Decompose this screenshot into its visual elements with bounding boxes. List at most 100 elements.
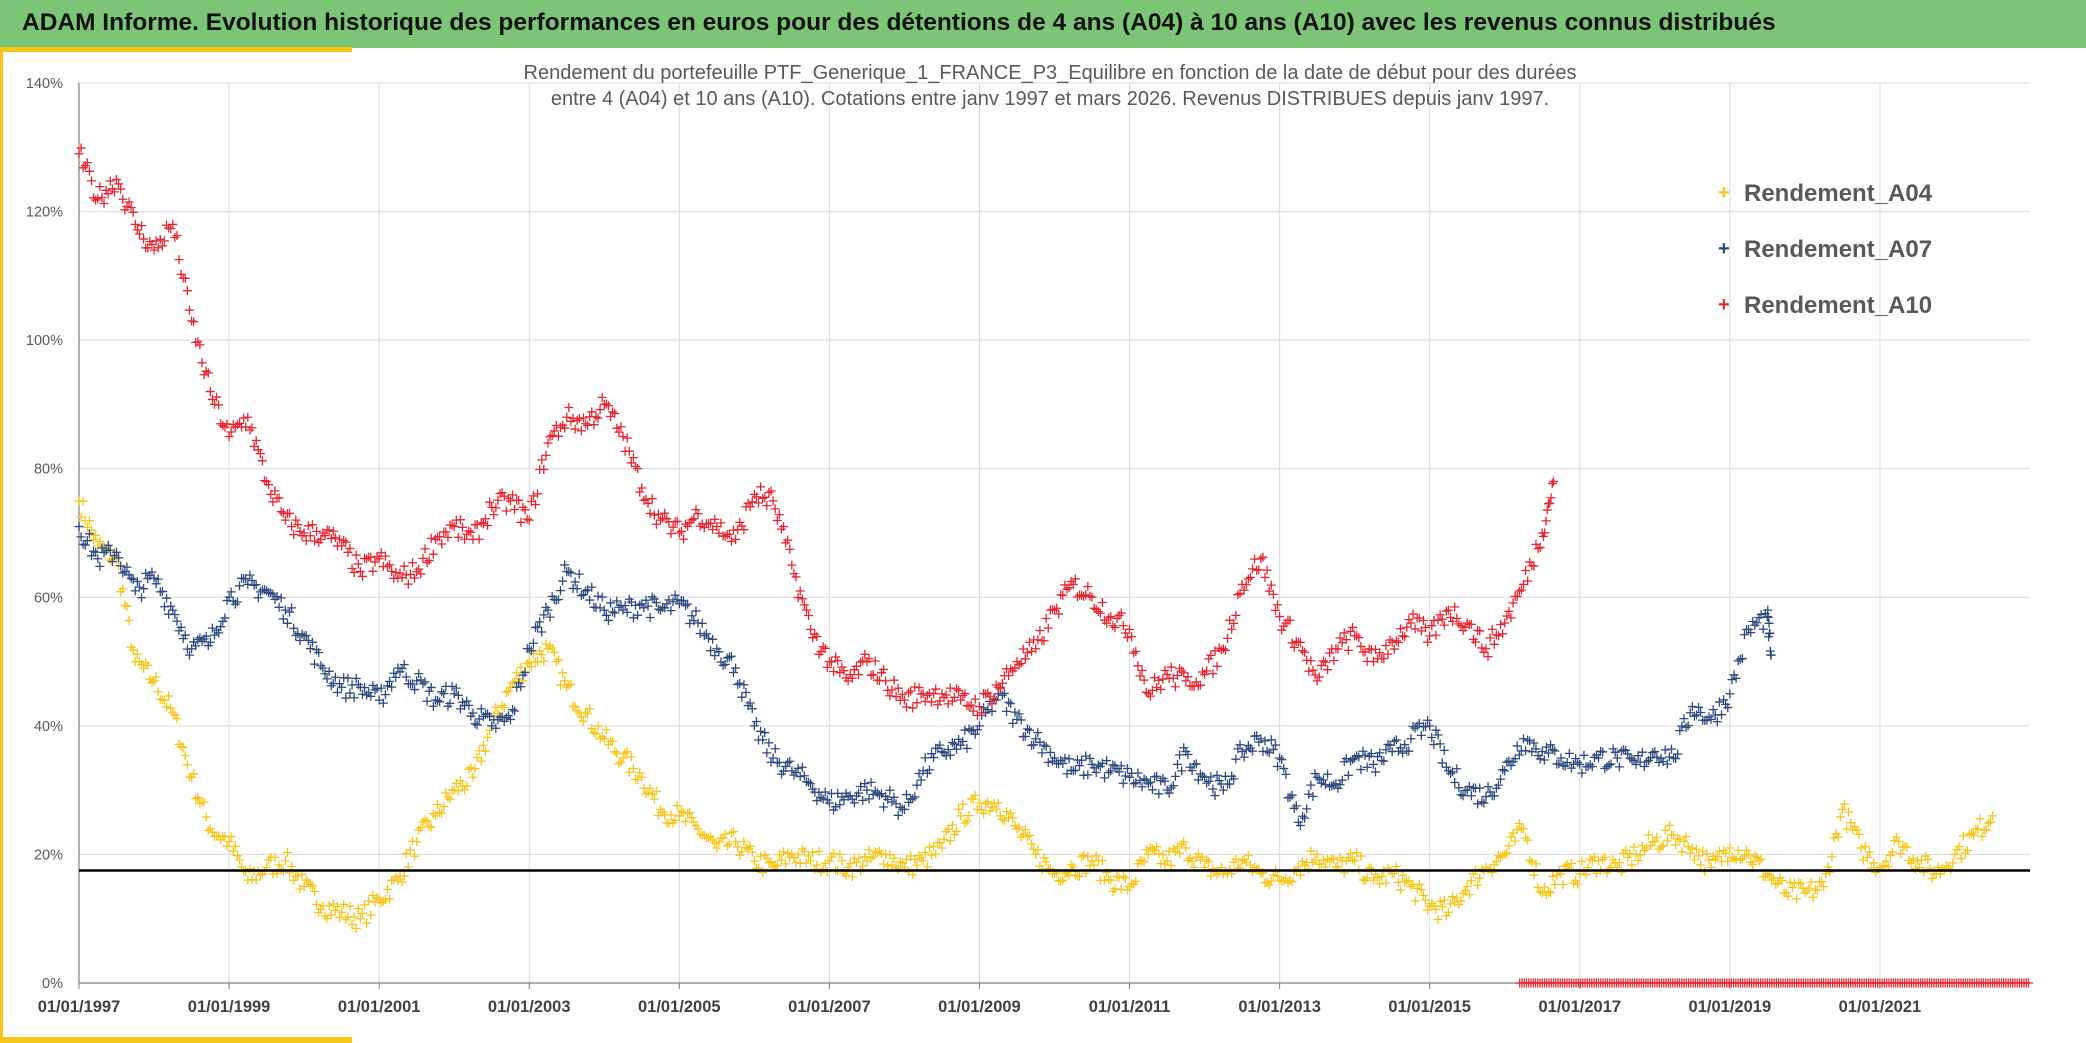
data-point-interp [91,195,101,205]
data-point [393,875,403,885]
data-point-interp [645,613,655,623]
data-point-interp [1006,699,1016,709]
data-point-interp [1091,767,1101,777]
data-point-interp [126,202,136,212]
data-point-interp [870,786,880,796]
data-point-interp [797,594,807,604]
data-point-interp [1733,656,1743,666]
data-point-interp [1489,639,1499,649]
data-point-interp [872,788,882,798]
data-point-interp [1558,880,1568,890]
data-point-interp [1308,791,1318,801]
data-point-interp [691,505,701,515]
data-point [1687,843,1697,853]
data-point-interp [1375,748,1385,758]
data-point-interp [441,788,451,798]
data-point-interp [1070,574,1080,584]
data-point-interp [195,340,205,350]
data-point-interp [1446,768,1456,778]
data-point-interp [1879,861,1889,871]
data-point-interp [908,794,918,804]
data-point-interp [645,508,655,518]
data-point-interp [572,584,582,594]
data-point-interp [189,317,199,327]
data-point-interp [1110,622,1120,632]
data-point-interp [1137,665,1147,675]
data-point-interp [360,683,370,693]
data-point-interp [1024,725,1034,735]
data-point-interp [391,672,401,682]
data-point-interp [920,848,930,858]
data-point-interp [1239,585,1249,595]
data-point-interp [170,232,180,242]
data-point-interp [1767,875,1777,885]
data-point-interp [1062,584,1072,594]
data-point-interp [949,692,959,702]
data-point-interp [1623,749,1633,759]
data-point [1125,624,1135,634]
data-point-interp [608,607,618,617]
data-point-interp [710,838,720,848]
data-point [1500,618,1510,628]
data-point-interp [1360,750,1370,760]
data-point-interp [1139,774,1149,784]
data-point [262,586,272,596]
data-point-interp [756,851,766,861]
data-point-interp [247,423,257,433]
data-point-interp [191,794,201,804]
data-point-interp [1135,671,1145,681]
data-point-interp [795,772,805,782]
data-point [130,219,140,229]
data-point-interp [545,432,555,442]
data-point-interp [303,635,313,645]
data-point [1912,856,1922,866]
data-point-interp [683,521,693,531]
data-point-interp [153,687,163,697]
data-point-interp [366,910,376,920]
data-point-interp [1077,755,1087,765]
data-point-interp [783,758,793,768]
data-point [1837,804,1847,814]
series-flat-zero [1515,978,2033,988]
data-point-interp [816,793,826,803]
data-point-interp [1039,636,1049,646]
data-point-interp [420,815,430,825]
data-point-interp [387,682,397,692]
data-point-interp [1225,779,1235,789]
data-point-interp [770,744,780,754]
data-point-interp [270,852,280,862]
data-point-interp [1533,544,1543,554]
data-point-interp [1737,854,1747,864]
data-point-interp [1967,828,1977,838]
data-point [693,509,703,519]
data-point-interp [301,536,311,546]
data-point-interp [804,777,814,787]
data-point-interp [1054,609,1064,619]
data-point-interp [628,764,638,774]
data-point-interp [910,792,920,802]
data-point-interp [553,655,563,665]
data-point-interp [1660,745,1670,755]
data-point-interp [1371,767,1380,777]
data-point-interp [616,757,626,767]
data-point [618,432,628,442]
data-point-interp [510,676,520,686]
data-point-interp [132,225,142,235]
data-point-interp [101,546,111,556]
data-point-interp [1270,605,1280,615]
data-point-interp [1692,844,1701,854]
data-point-interp [860,649,870,659]
data-point-interp [399,561,409,571]
data-point-interp [1629,756,1639,766]
data-point-interp [405,569,415,579]
data-point [1537,747,1547,757]
data-point-interp [997,678,1007,688]
data-point-interp [1014,660,1024,670]
data-point [1162,669,1172,679]
data-point-interp [178,742,188,752]
data-point-interp [120,600,130,610]
data-point-interp [985,691,995,701]
data-point-interp [1187,766,1197,776]
data-point-interp [362,690,372,700]
data-point [637,483,647,493]
